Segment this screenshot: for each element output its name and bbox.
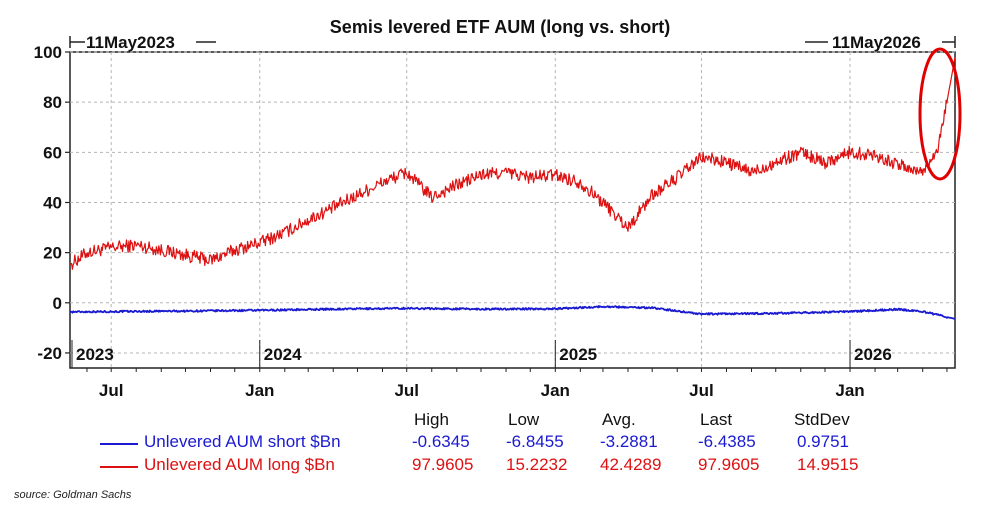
month-label: Jan	[245, 381, 274, 400]
series-line-long	[69, 56, 956, 270]
y-tick-label: 80	[43, 93, 62, 112]
y-tick-label: 20	[43, 244, 62, 263]
month-label: Jul	[99, 381, 124, 400]
month-label: Jan	[835, 381, 864, 400]
long-avg: 42.4289	[600, 455, 662, 474]
y-tick-label: -20	[37, 344, 62, 363]
y-tick-label: 60	[43, 143, 62, 162]
end-date-label: 11May2026	[832, 33, 921, 52]
year-label: 2026	[854, 345, 892, 364]
stats-header-avg: Avg.	[602, 410, 636, 429]
stats-header-last: Last	[700, 410, 733, 429]
start-date-label: 11May2023	[86, 33, 175, 52]
highlight-ellipse	[918, 47, 962, 181]
source-note: source: Goldman Sachs	[14, 489, 132, 501]
y-tick-label: 40	[43, 193, 62, 212]
y-tick-label: 100	[34, 43, 62, 62]
short-stddev: 0.9751	[797, 432, 849, 451]
short-high: -0.6345	[412, 432, 470, 451]
stats-header-stddev: StdDev	[794, 410, 850, 429]
plot-area	[69, 51, 956, 369]
year-label: 2024	[264, 345, 302, 364]
short-low: -6.8455	[506, 432, 564, 451]
year-label: 2023	[76, 345, 114, 364]
long-low: 15.2232	[506, 455, 568, 474]
month-label: Jan	[541, 381, 570, 400]
y-tick-label: 0	[53, 294, 62, 313]
legend-line-long	[100, 466, 138, 468]
stats-header-low: Low	[508, 410, 540, 429]
series-line-short	[69, 304, 956, 320]
chart: 100 80 60 40 20 0 -20 2023 2024 2025 2026 Jul Jan Jul…	[34, 17, 962, 400]
short-avg: -3.2881	[600, 432, 658, 451]
legend-line-short	[100, 443, 138, 445]
month-label: Jul	[394, 381, 419, 400]
chart-title: Semis levered ETF AUM (long vs. short)	[330, 17, 670, 37]
short-last: -6.4385	[698, 432, 756, 451]
long-stddev: 14.9515	[797, 455, 859, 474]
long-last: 97.9605	[698, 455, 760, 474]
long-high: 97.9605	[412, 455, 474, 474]
stats-header-high: High	[414, 410, 449, 429]
month-label: Jul	[689, 381, 714, 400]
legend-label-short: Unlevered AUM short $Bn	[144, 432, 341, 451]
legend-label-long: Unlevered AUM long $Bn	[144, 455, 335, 474]
year-label: 2025	[559, 345, 597, 364]
